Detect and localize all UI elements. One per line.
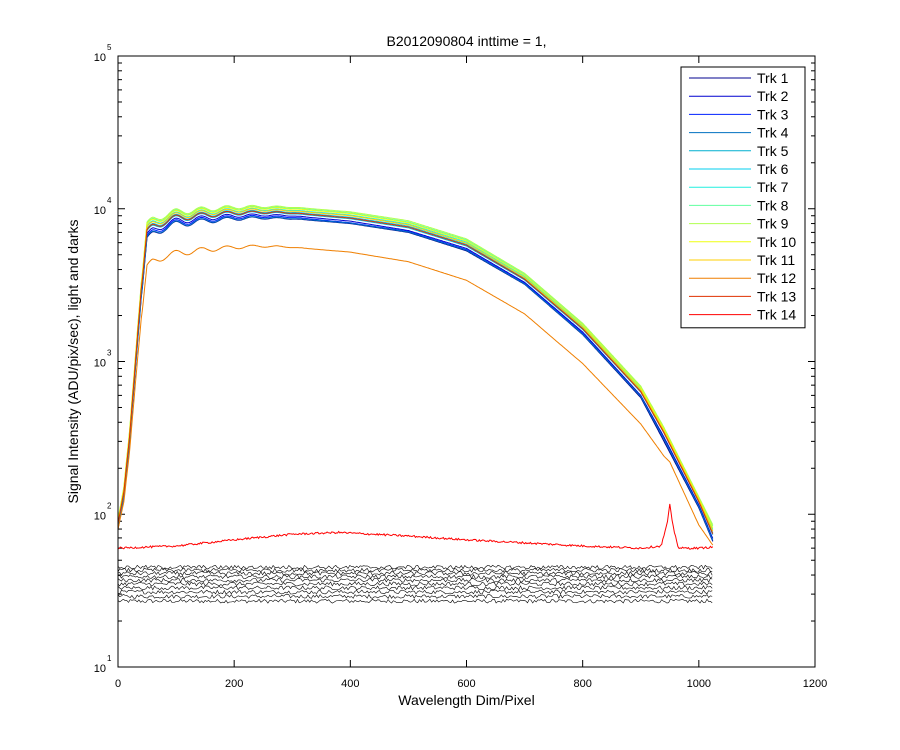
dark-frame-line	[117, 570, 713, 577]
legend-label: Trk 8	[757, 197, 789, 213]
series-lines	[117, 204, 714, 550]
legend-label: Trk 7	[757, 179, 789, 195]
x-axis-label: Wavelength Dim/Pixel	[398, 692, 534, 708]
y-tick-label-base: 10	[94, 358, 106, 370]
x-tick-label: 800	[573, 678, 591, 690]
series-line-trk-4	[117, 216, 714, 541]
dark-frame-line	[117, 564, 713, 570]
legend: Trk 1 Trk 2 Trk 3 Trk 4 Trk 5 Trk 6 Trk 7 Trk 8…	[680, 66, 806, 329]
legend-label: Trk 5	[757, 143, 789, 159]
y-tick-label-exponent: 5	[107, 43, 112, 52]
legend-label: Trk 6	[757, 161, 789, 177]
y-tick-label-base: 10	[94, 510, 106, 522]
dark-frame-line	[117, 567, 713, 573]
y-tick-label-exponent: 4	[107, 196, 112, 205]
series-line-trk-10	[117, 206, 714, 529]
series-line-trk-8	[117, 205, 714, 527]
x-tick-label: 400	[341, 678, 359, 690]
plot-frame	[117, 55, 816, 668]
legend-label: Trk 3	[757, 106, 789, 122]
dark-frames	[117, 564, 713, 604]
y-tick-label-base: 10	[94, 663, 106, 675]
legend-box	[680, 66, 806, 329]
y-tick-label-base: 10	[94, 205, 106, 217]
dark-frame-line	[117, 593, 713, 599]
legend-label: Trk 14	[757, 307, 796, 323]
legend-label: Trk 12	[757, 270, 796, 286]
y-tick-label-exponent: 3	[107, 349, 112, 358]
series-line-trk-9	[117, 204, 714, 525]
series-line-trk-7	[117, 207, 714, 530]
x-tick-label: 0	[115, 678, 121, 690]
x-tick-label: 1000	[687, 678, 711, 690]
y-tick-label-exponent: 1	[107, 654, 112, 663]
series-line-trk-14	[117, 503, 714, 550]
legend-label: Trk 2	[757, 88, 789, 104]
series-line-trk-13	[117, 210, 714, 535]
legend-label: Trk 10	[757, 234, 796, 250]
y-tick-label-base: 10	[94, 52, 106, 64]
series-line-trk-11	[117, 208, 714, 532]
x-tick-labels: 0 200 400 600 800 1000 1200	[115, 678, 827, 690]
x-tick-label: 200	[225, 678, 243, 690]
legend-label: Trk 9	[757, 216, 789, 232]
dark-frame-line	[117, 598, 713, 604]
legend-label: Trk 1	[757, 70, 789, 86]
x-tick-label: 600	[457, 678, 475, 690]
series-line-trk-12	[117, 244, 714, 546]
legend-label: Trk 11	[757, 252, 795, 268]
series-line-trk-2	[117, 213, 714, 539]
dark-frame-line	[117, 574, 713, 580]
y-axis-label: Signal Intensity (ADU/pix/sec), light an…	[65, 219, 81, 503]
axis-ticks	[117, 55, 816, 668]
chart-title: B2012090804 inttime = 1,	[387, 33, 547, 49]
legend-label: Trk 13	[757, 288, 796, 304]
dark-frame-line	[117, 585, 713, 591]
x-tick-label: 1200	[803, 678, 827, 690]
dark-frame-line	[117, 589, 713, 595]
dark-frame-line	[117, 577, 713, 583]
dark-frame-line	[117, 581, 713, 587]
legend-label: Trk 4	[757, 125, 789, 141]
y-tick-label-exponent: 2	[107, 501, 112, 510]
